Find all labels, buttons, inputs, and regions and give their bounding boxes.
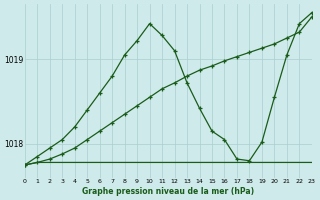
X-axis label: Graphe pression niveau de la mer (hPa): Graphe pression niveau de la mer (hPa) [82,187,254,196]
